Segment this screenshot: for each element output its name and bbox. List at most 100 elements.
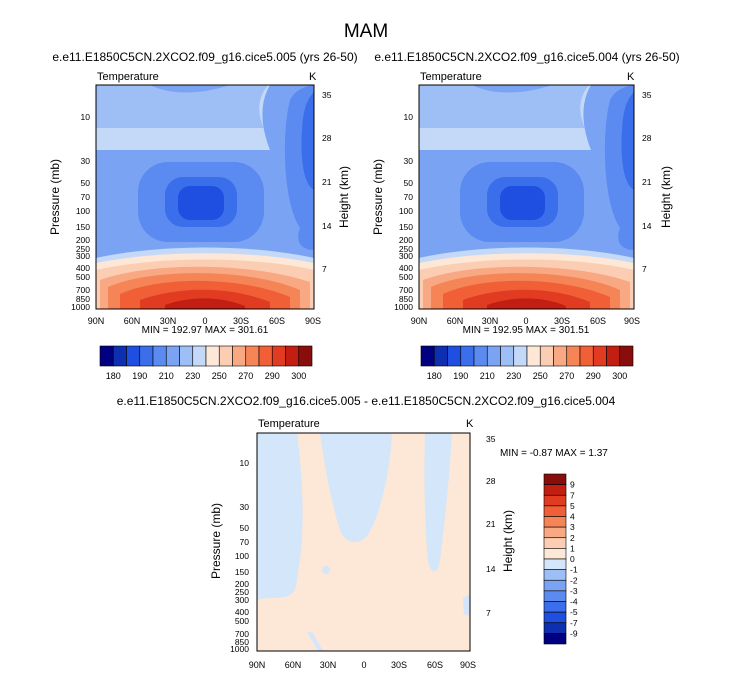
colorbar-swatch xyxy=(258,345,273,367)
colorbar-swatch xyxy=(543,505,567,517)
panel-left-contour-field xyxy=(96,85,314,309)
y-tick-label: 500 xyxy=(399,272,413,282)
colorbar-swatch xyxy=(543,622,567,634)
x-tick-label: 30N xyxy=(320,660,337,670)
y-tick-label: 70 xyxy=(404,192,414,202)
y-tick-label: 400 xyxy=(235,607,249,617)
colorbar-swatch xyxy=(433,345,448,367)
colorbar-tick-label: 210 xyxy=(480,371,495,381)
panel-right-variable-label: Temperature xyxy=(420,71,482,83)
y-right-tick-label: 21 xyxy=(322,177,332,187)
colorbar-tick-label: -7 xyxy=(570,618,578,628)
panel-left-variable-label: Temperature xyxy=(97,71,159,83)
colorbar-swatch xyxy=(543,601,567,613)
colorbar-swatch xyxy=(513,345,528,367)
y-tick-label: 10 xyxy=(404,112,414,122)
colorbar-tick-label: 9 xyxy=(570,480,575,490)
colorbar-swatch xyxy=(126,345,141,367)
colorbar-swatch xyxy=(205,345,220,367)
panel-diff-min-max: MIN = -0.87 MAX = 1.37 xyxy=(500,448,608,459)
colorbar-swatch xyxy=(420,345,435,367)
y-right-tick-label: 7 xyxy=(486,608,491,618)
colorbar-swatch xyxy=(192,345,207,367)
x-tick-label: 60S xyxy=(427,660,443,670)
colorbar-swatch xyxy=(179,345,194,367)
colorbar-tick-label: -9 xyxy=(570,628,578,638)
y-tick-label: 100 xyxy=(235,551,249,561)
y-tick-label: 300 xyxy=(399,251,413,261)
panel-right-ylabel-right: Height (km) xyxy=(659,166,673,228)
y-right-tick-label: 7 xyxy=(642,264,647,274)
panel-right: e.e11.E1850C5CN.2XCO2.f09_g16.cice5.004 … xyxy=(371,50,680,336)
y-right-tick-label: 35 xyxy=(322,90,332,100)
y-tick-label: 30 xyxy=(404,156,414,166)
colorbar-swatch xyxy=(543,484,567,496)
x-tick-label: 30N xyxy=(482,316,499,326)
y-tick-label: 300 xyxy=(235,595,249,605)
colorbar-swatch xyxy=(298,345,313,367)
colorbar-swatch xyxy=(543,516,567,528)
y-tick-label: 150 xyxy=(399,222,413,232)
y-tick-label: 700 xyxy=(399,285,413,295)
colorbar-tick-label: -3 xyxy=(570,586,578,596)
x-tick-label: 60S xyxy=(590,316,606,326)
x-tick-label: 30S xyxy=(391,660,407,670)
colorbar-swatch xyxy=(526,345,541,367)
colorbar-tick-label: 230 xyxy=(185,371,200,381)
colorbar-swatch xyxy=(139,345,154,367)
y-right-tick-label: 14 xyxy=(486,564,496,574)
colorbar-tick-label: 3 xyxy=(570,522,575,532)
panel-right-ylabel: Pressure (mb) xyxy=(371,159,385,235)
y-tick-label: 500 xyxy=(76,272,90,282)
panel-diff-variable-label: Temperature xyxy=(258,418,320,430)
y-tick-label: 250 xyxy=(235,587,249,597)
y-tick-label: 70 xyxy=(240,537,250,547)
y-tick-label: 850 xyxy=(399,294,413,304)
panel-left-ylabel: Pressure (mb) xyxy=(48,159,62,235)
colorbar-left: 180 190 210 230 250 270 290 300 xyxy=(99,345,313,381)
y-tick-label: 850 xyxy=(76,294,90,304)
y-right-tick-label: 14 xyxy=(322,221,332,231)
y-tick-label: 30 xyxy=(240,502,250,512)
colorbar-tick-label: 290 xyxy=(265,371,280,381)
y-tick-label: 200 xyxy=(76,235,90,245)
panel-right-units-label: K xyxy=(627,71,635,83)
y-tick-label: 400 xyxy=(76,263,90,273)
y-right-tick-label: 21 xyxy=(642,177,652,187)
colorbar-swatch xyxy=(285,345,300,367)
colorbar-swatch xyxy=(500,345,515,367)
x-tick-label: 0 xyxy=(361,660,366,670)
colorbar-tick-label: 210 xyxy=(159,371,174,381)
x-tick-label: 0 xyxy=(202,316,207,326)
colorbar-tick-label: 5 xyxy=(570,501,575,511)
y-tick-label: 250 xyxy=(76,244,90,254)
y-tick-label: 1000 xyxy=(230,644,249,654)
colorbar-swatch xyxy=(539,345,554,367)
colorbar-tick-label: -2 xyxy=(570,575,578,585)
y-tick-label: 850 xyxy=(235,637,249,647)
y-tick-label: 50 xyxy=(240,523,250,533)
y-right-tick-label: 28 xyxy=(322,133,332,143)
colorbar-swatch xyxy=(245,345,260,367)
x-tick-label: 30S xyxy=(554,316,570,326)
panel-diff-ylabel-right: Height (km) xyxy=(501,510,515,572)
x-tick-label: 30N xyxy=(160,316,177,326)
y-right-tick-label: 28 xyxy=(642,133,652,143)
colorbar-swatch xyxy=(619,345,634,367)
panel-right-x-axis: 90N 60N 30N 0 30S 60S 90S xyxy=(411,316,640,326)
colorbar-swatch xyxy=(543,633,567,645)
x-tick-label: 60N xyxy=(447,316,464,326)
colorbar-swatch xyxy=(566,345,581,367)
colorbar-swatch xyxy=(99,345,114,367)
colorbar-tick-label: 300 xyxy=(291,371,306,381)
colorbar-swatch xyxy=(543,569,567,581)
panel-right-y-axis-right: 35 28 21 14 7 xyxy=(642,90,652,274)
colorbar-swatch xyxy=(606,345,621,367)
x-tick-label: 90N xyxy=(411,316,428,326)
colorbar-tick-label: 180 xyxy=(427,371,442,381)
y-right-tick-label: 7 xyxy=(322,264,327,274)
y-tick-label: 150 xyxy=(76,222,90,232)
panel-left-ylabel-right: Height (km) xyxy=(337,166,351,228)
colorbar-swatch xyxy=(271,345,286,367)
